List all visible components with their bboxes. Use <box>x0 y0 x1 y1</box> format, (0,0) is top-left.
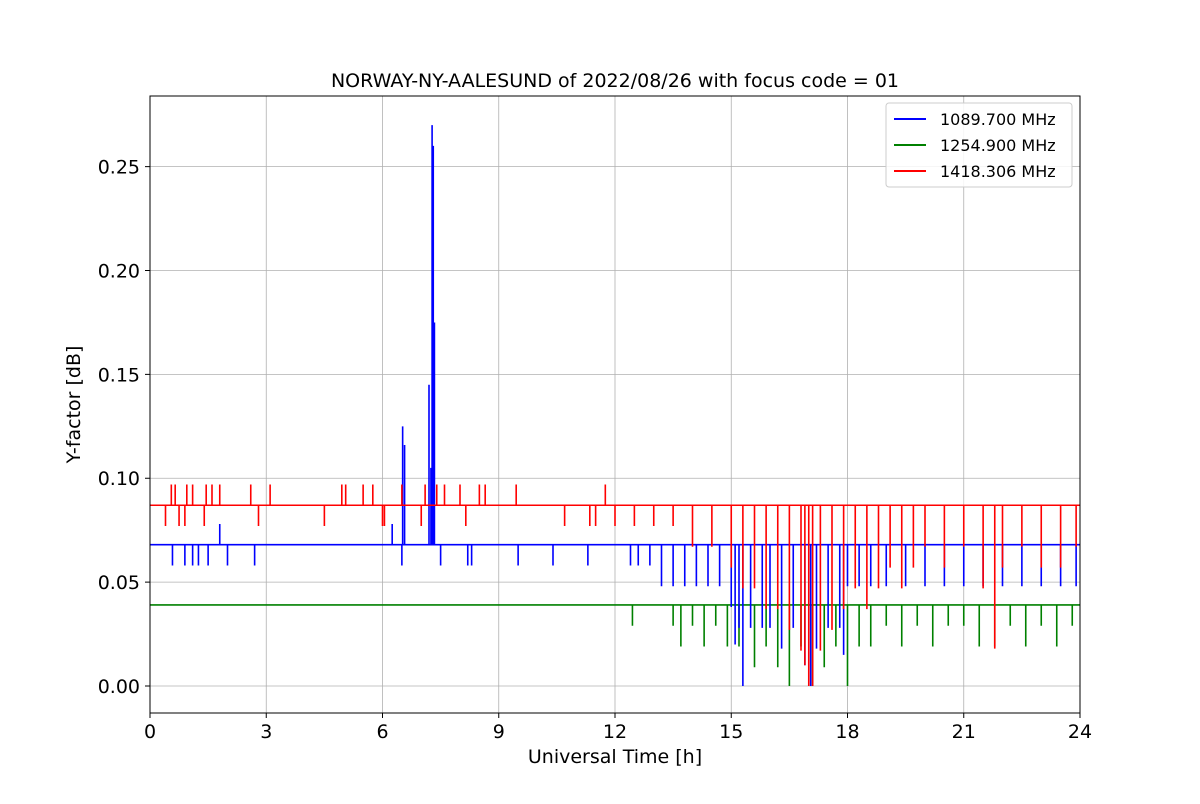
x-tick-label: 0 <box>144 721 156 743</box>
x-tick-label: 12 <box>603 721 627 743</box>
y-tick-label: 0.15 <box>98 364 140 386</box>
legend: 1089.700 MHz 1254.900 MHz 1418.306 MHz <box>885 102 1073 188</box>
legend-box <box>885 102 1073 188</box>
x-tick-label: 24 <box>1068 721 1092 743</box>
series-layer <box>150 125 1080 686</box>
y-tick-label: 0.05 <box>98 572 140 594</box>
series-line-0 <box>150 125 1080 686</box>
y-tick-label: 0.00 <box>98 676 140 698</box>
series-line-2 <box>150 484 1080 686</box>
y-tick-label: 0.20 <box>98 261 140 283</box>
legend-label: 1254.900 MHz <box>940 136 1056 155</box>
chart-title: NORWAY-NY-AALESUND of 2022/08/26 with fo… <box>331 70 899 92</box>
x-tick-label: 21 <box>952 721 976 743</box>
legend-label: 1418.306 MHz <box>940 162 1056 181</box>
tick-layer: 0 3 6 9 12 15 18 21 24 0.00 0.05 0.10 0.15 0.20 0.25 <box>98 157 1092 743</box>
y-axis-label: Y-factor [dB] <box>63 346 85 465</box>
x-tick-label: 15 <box>719 721 743 743</box>
x-tick-label: 3 <box>260 721 272 743</box>
legend-label: 1089.700 MHz <box>940 110 1056 129</box>
y-tick-label: 0.10 <box>98 468 140 490</box>
y-tick-label: 0.25 <box>98 157 140 179</box>
x-tick-label: 18 <box>835 721 859 743</box>
x-tick-label: 9 <box>493 721 505 743</box>
x-axis-label: Universal Time [h] <box>528 746 702 768</box>
x-tick-label: 6 <box>376 721 388 743</box>
